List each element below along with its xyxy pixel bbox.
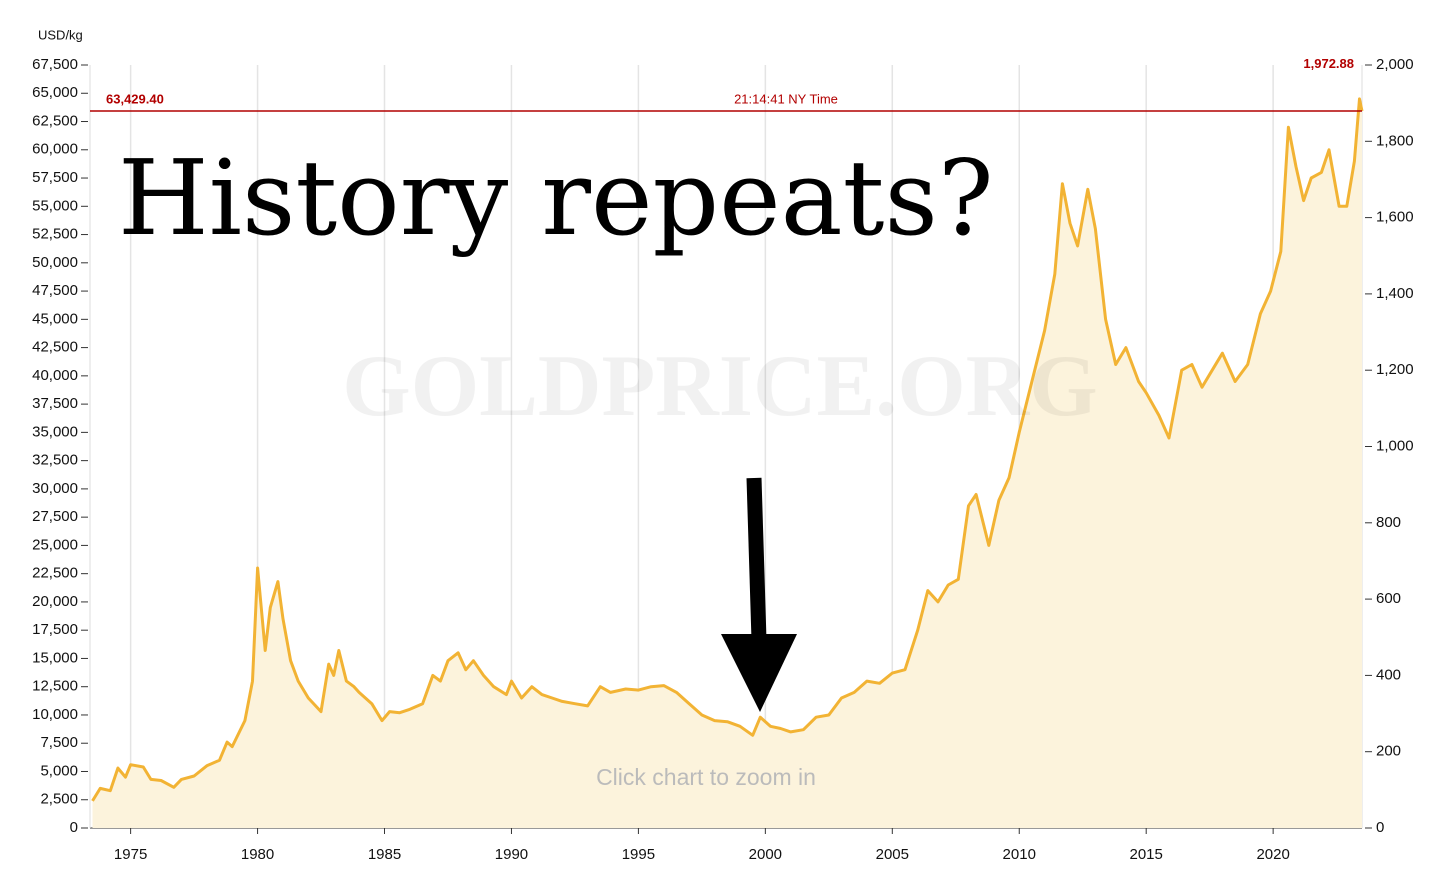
y-tick-label: 60,000 — [32, 141, 78, 158]
y2-tick-label: 1,600 — [1376, 209, 1414, 226]
y2-tick-label: 1,200 — [1376, 361, 1414, 378]
y-tick-label: 30,000 — [32, 480, 78, 497]
y2-tick-label: 1,000 — [1376, 437, 1414, 454]
y2-tick-label: 600 — [1376, 590, 1401, 607]
y-tick-label: 0 — [70, 819, 78, 836]
current-time-label: 21:14:41 NY Time — [734, 91, 838, 106]
x-tick-label: 1975 — [114, 846, 147, 863]
y-tick-label: 27,500 — [32, 508, 78, 525]
y2-tick-label: 400 — [1376, 666, 1401, 683]
current-price-y2-label: 1,972.88 — [1303, 56, 1354, 71]
x-tick-label: 1985 — [368, 846, 401, 863]
x-tick-label: 2015 — [1130, 846, 1163, 863]
y-tick-label: 25,000 — [32, 536, 78, 553]
x-tick-label: 2020 — [1256, 846, 1289, 863]
y-tick-label: 15,000 — [32, 649, 78, 666]
y-tick-label: 37,500 — [32, 395, 78, 412]
y-tick-label: 32,500 — [32, 452, 78, 469]
y-tick-label: 22,500 — [32, 565, 78, 582]
y-tick-label: 45,000 — [32, 310, 78, 327]
current-price-label: 63,429.40 — [106, 91, 164, 106]
y-tick-label: 10,000 — [32, 706, 78, 723]
heading: History repeats? — [118, 137, 994, 259]
y-axis-label: USD/kg — [38, 27, 83, 42]
y-tick-label: 50,000 — [32, 254, 78, 271]
marks — [91, 97, 1364, 828]
y-tick-label: 47,500 — [32, 282, 78, 299]
y2-tick-label: 800 — [1376, 514, 1401, 531]
price-line — [91, 97, 1364, 802]
y2-tick-label: 0 — [1376, 819, 1384, 836]
y2-tick-label: 200 — [1376, 743, 1401, 760]
y-tick-label: 42,500 — [32, 339, 78, 356]
x-tick-label: 1980 — [241, 846, 274, 863]
y2-tick-label: 1,400 — [1376, 285, 1414, 302]
y-tick-label: 12,500 — [32, 678, 78, 695]
arrow — [721, 477, 797, 712]
x-tick-label: 2000 — [749, 846, 782, 863]
x-tick-label: 2005 — [876, 846, 909, 863]
watermark: GOLDPRICE.ORG — [342, 338, 1097, 435]
y-tick-label: 52,500 — [32, 226, 78, 243]
y-tick-label: 2,500 — [40, 791, 78, 808]
y-tick-label: 20,000 — [32, 593, 78, 610]
y-tick-label: 62,500 — [32, 112, 78, 129]
y2-tick-label: 1,800 — [1376, 132, 1414, 149]
y-tick-label: 5,000 — [40, 762, 78, 779]
x-tick-label: 2010 — [1003, 846, 1036, 863]
y-tick-label: 55,000 — [32, 197, 78, 214]
x-tick-label: 1995 — [622, 846, 655, 863]
y-tick-label: 40,000 — [32, 367, 78, 384]
y-tick-label: 67,500 — [32, 56, 78, 73]
y-tick-label: 17,500 — [32, 621, 78, 638]
y-tick-label: 57,500 — [32, 169, 78, 186]
arrow-shaft — [746, 477, 767, 641]
zoom-note: Click chart to zoom in — [596, 764, 816, 790]
x-tick-label: 1990 — [495, 846, 528, 863]
area — [92, 98, 1362, 828]
y-tick-label: 7,500 — [40, 734, 78, 751]
y-tick-label: 65,000 — [32, 84, 78, 101]
y-tick-label: 35,000 — [32, 423, 78, 440]
arrow-head — [721, 634, 797, 712]
y2-tick-label: 2,000 — [1376, 56, 1414, 73]
